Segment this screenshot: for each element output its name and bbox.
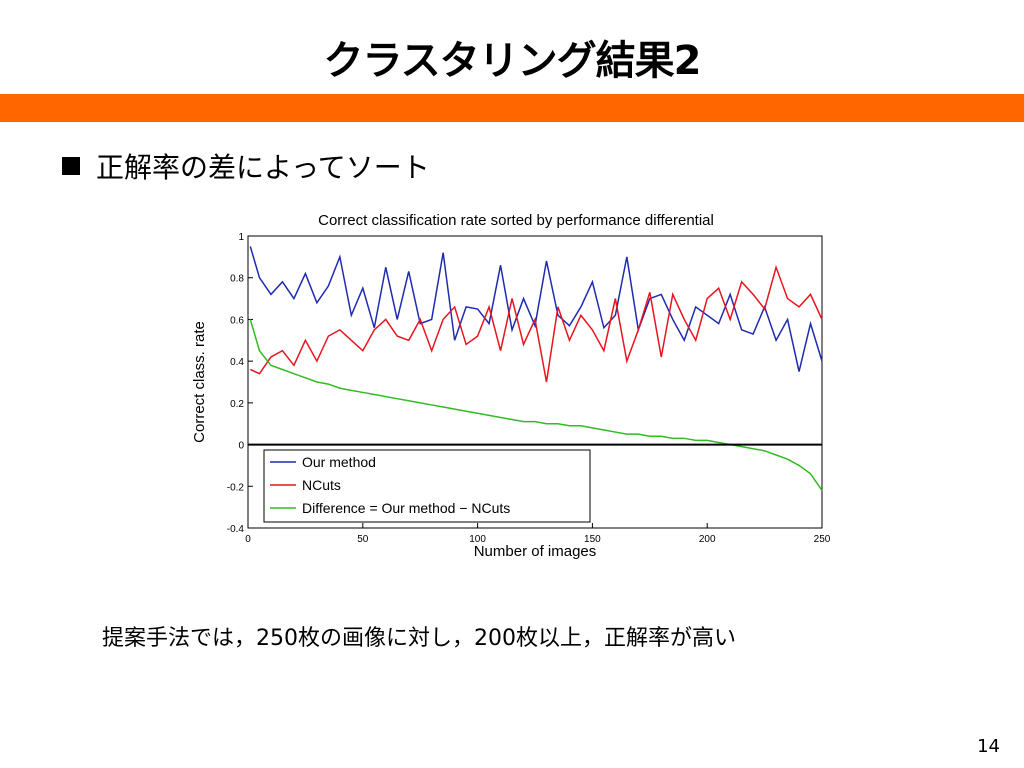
line-chart: Correct classification rate sorted by pe… xyxy=(191,212,831,560)
legend-box xyxy=(263,449,591,523)
x-tick-label: 150 xyxy=(584,534,601,545)
x-tick-label: 200 xyxy=(699,534,716,545)
y-tick-label: 0.2 xyxy=(230,399,244,410)
x-tick-label: 0 xyxy=(245,534,251,545)
slide-caption: 提案手法では，250枚の画像に対し，200枚以上，正解率が高い xyxy=(102,626,736,651)
y-tick-label: 1 xyxy=(238,232,244,243)
title-accent-bar xyxy=(0,94,1024,122)
y-tick-label: -0.2 xyxy=(227,482,245,493)
bullet-square-icon xyxy=(62,157,80,175)
slide-title: クラスタリング結果2 xyxy=(323,38,701,84)
y-tick-label: -0.4 xyxy=(227,524,245,535)
legend-label: Difference = Our method − NCuts xyxy=(302,500,510,516)
chart-legend: Our method NCuts Difference = Our method −… xyxy=(263,449,591,523)
bullet-point: 正解率の差によってソート xyxy=(62,146,430,186)
page-number: 14 xyxy=(977,736,1000,757)
x-tick-label: 100 xyxy=(469,534,486,545)
plot-area xyxy=(247,235,823,529)
legend-label: Our method xyxy=(302,454,376,470)
legend-label: NCuts xyxy=(302,477,341,493)
chart-title: Correct classification rate sorted by pe… xyxy=(318,212,714,229)
y-tick-label: 0 xyxy=(238,441,244,452)
y-tick-label: 0.4 xyxy=(230,357,244,368)
y-tick-label: 0.8 xyxy=(230,274,244,285)
x-tick-label: 50 xyxy=(357,534,369,545)
series-line-0 xyxy=(249,246,823,372)
y-tick-label: 0.6 xyxy=(230,315,244,326)
series-line-1 xyxy=(249,264,823,383)
y-axis-label: Correct class. rate xyxy=(191,321,208,443)
bullet-text: 正解率の差によってソート xyxy=(96,151,430,184)
x-tick-label: 250 xyxy=(814,534,831,545)
x-axis-label: Number of images xyxy=(474,543,597,560)
